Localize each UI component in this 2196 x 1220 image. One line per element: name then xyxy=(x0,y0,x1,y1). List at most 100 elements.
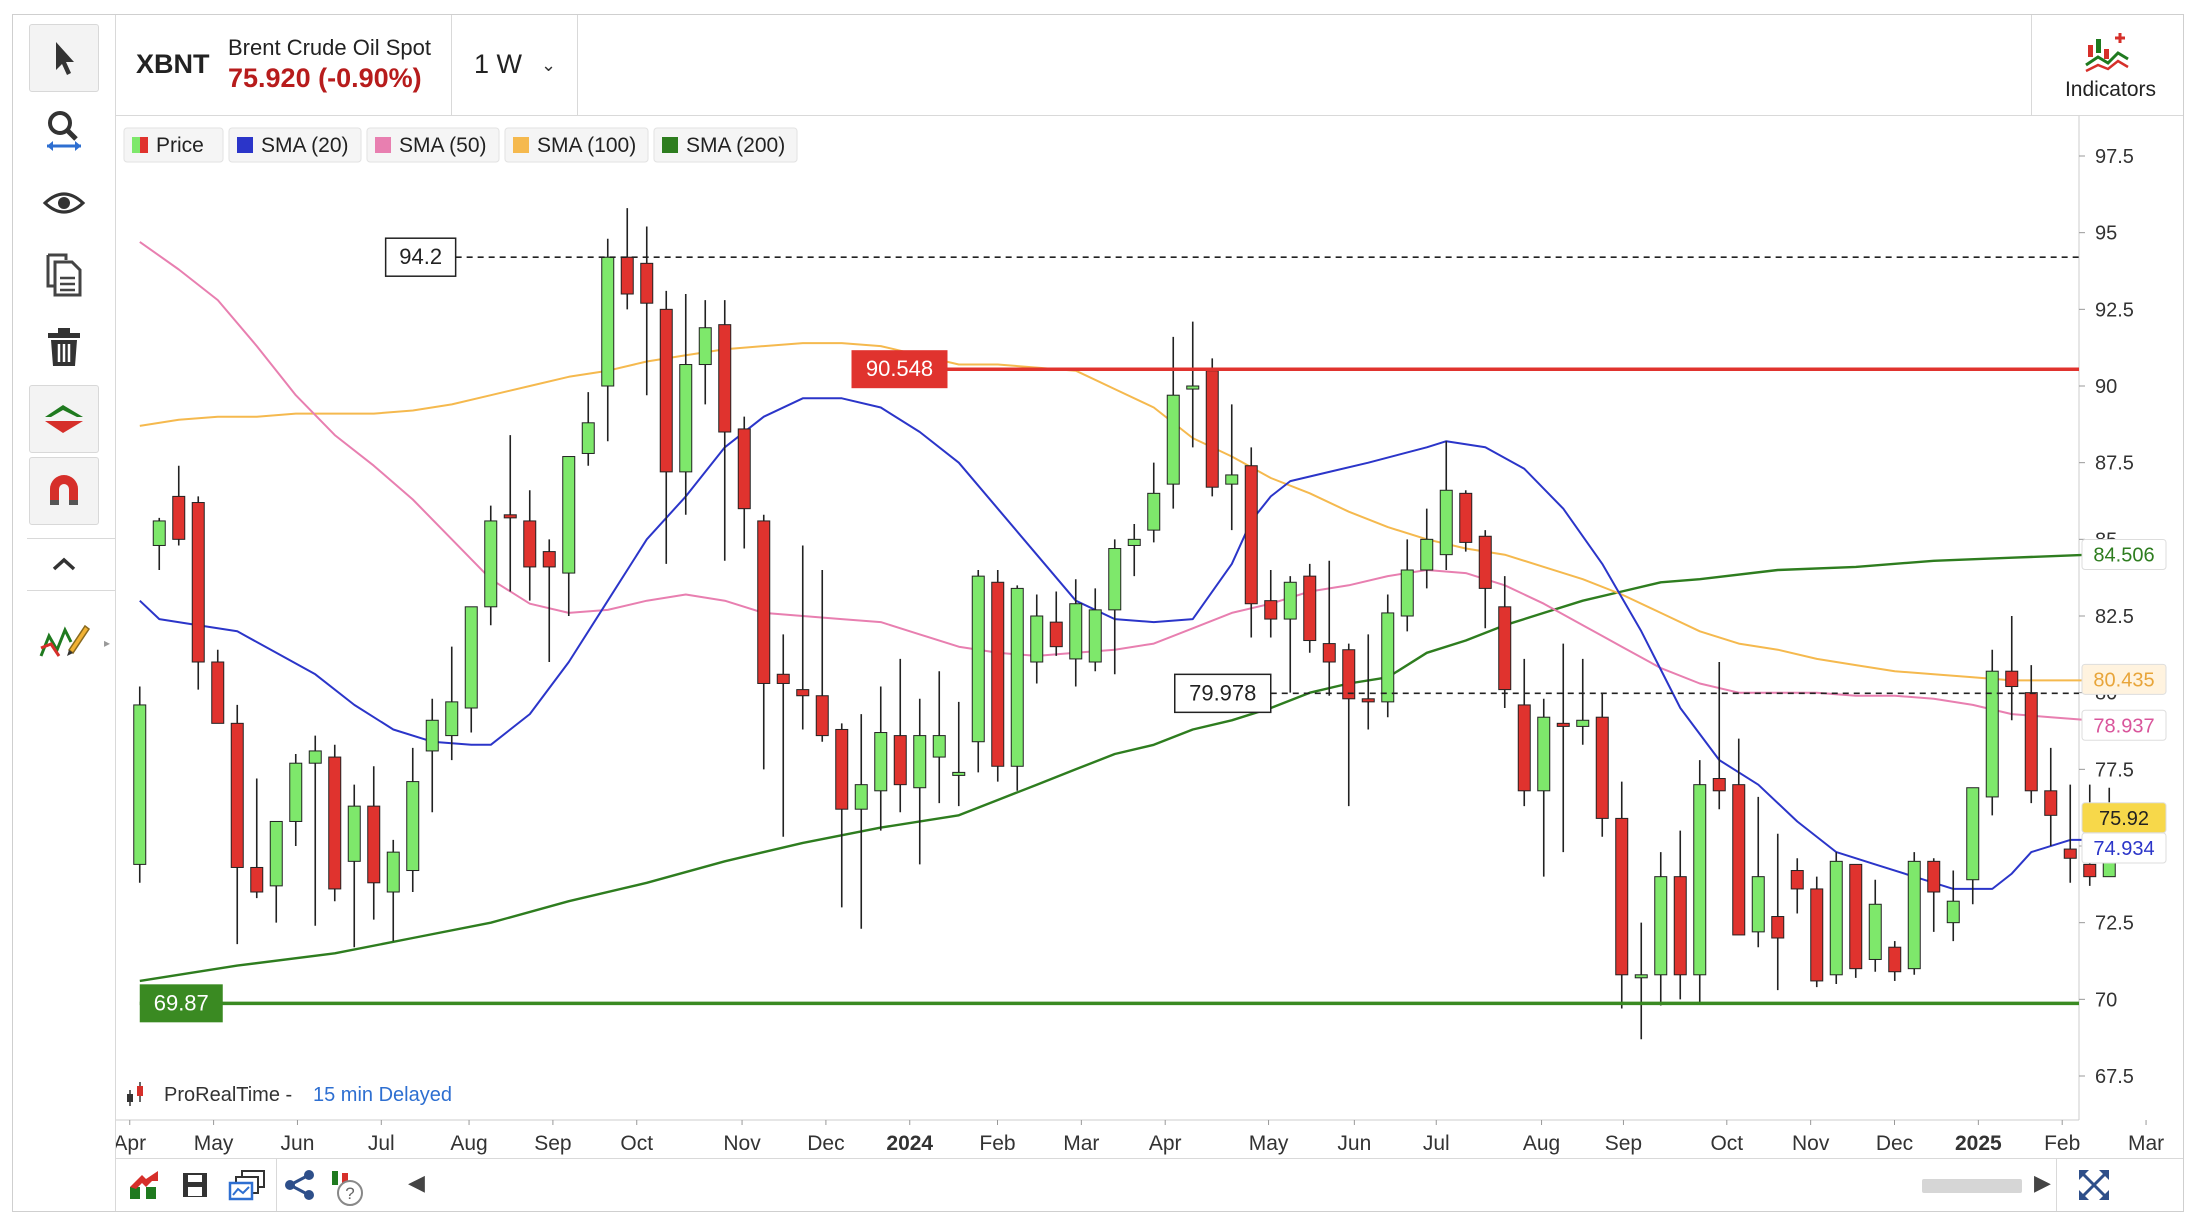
candle[interactable] xyxy=(659,290,673,564)
candle[interactable] xyxy=(2044,747,2058,846)
candle[interactable] xyxy=(1381,594,1395,718)
save-icon[interactable] xyxy=(180,1169,210,1201)
candle[interactable] xyxy=(250,778,264,899)
candle[interactable] xyxy=(1459,490,1473,552)
candle[interactable] xyxy=(1322,560,1336,696)
data-delay-link[interactable]: 15 min Delayed xyxy=(313,1084,452,1106)
candle[interactable] xyxy=(1751,796,1765,948)
candle[interactable] xyxy=(1810,876,1824,988)
candle[interactable] xyxy=(133,686,147,883)
candle[interactable] xyxy=(289,754,303,846)
scroll-track[interactable] xyxy=(436,1179,2026,1193)
candle[interactable] xyxy=(347,784,361,948)
scroll-right-icon[interactable]: ▶ xyxy=(2034,1170,2051,1195)
level-label[interactable]: 94.2 xyxy=(384,237,457,277)
drawing-mode-tool-button[interactable] xyxy=(29,385,99,453)
candle[interactable] xyxy=(1166,336,1180,509)
candle[interactable] xyxy=(718,300,732,561)
candle[interactable] xyxy=(1556,643,1570,853)
candle[interactable] xyxy=(2024,665,2038,804)
candle[interactable] xyxy=(854,714,868,929)
candle[interactable] xyxy=(191,496,205,690)
candle[interactable] xyxy=(1225,404,1239,531)
layouts-icon[interactable] xyxy=(228,1169,268,1203)
candle[interactable] xyxy=(913,698,927,865)
candle[interactable] xyxy=(796,545,810,730)
candle[interactable] xyxy=(152,517,166,570)
candle[interactable] xyxy=(1400,539,1414,632)
candle[interactable] xyxy=(1420,508,1434,589)
candle[interactable] xyxy=(1966,787,1980,905)
candle[interactable] xyxy=(620,208,634,310)
candle[interactable] xyxy=(698,300,712,405)
legend-item-sma50[interactable]: SMA (50) xyxy=(366,127,500,163)
candle[interactable] xyxy=(1985,649,1999,816)
share-icon[interactable] xyxy=(284,1169,316,1201)
candle[interactable] xyxy=(835,723,849,908)
candle[interactable] xyxy=(2005,616,2019,721)
candle[interactable] xyxy=(445,646,459,761)
legend-item-price[interactable]: Price xyxy=(123,127,224,163)
candle[interactable] xyxy=(328,744,342,902)
candle[interactable] xyxy=(1712,662,1726,810)
candle[interactable] xyxy=(1868,879,1882,972)
help-icon[interactable]: ? xyxy=(326,1169,364,1207)
candle[interactable] xyxy=(1888,941,1902,981)
candle[interactable] xyxy=(1576,658,1590,745)
candle[interactable] xyxy=(367,766,381,920)
candle[interactable] xyxy=(601,238,615,442)
candle[interactable] xyxy=(1517,658,1531,807)
candle[interactable] xyxy=(1907,852,1921,975)
candle[interactable] xyxy=(1283,576,1297,693)
legend-item-sma100[interactable]: SMA (100) xyxy=(504,127,649,163)
candle[interactable] xyxy=(1108,539,1122,675)
candle[interactable] xyxy=(2063,784,2077,883)
candle[interactable] xyxy=(1927,858,1941,932)
pencil-tool-button[interactable]: ▸ xyxy=(29,605,110,673)
chart-trade-icon[interactable] xyxy=(126,1169,162,1203)
candle[interactable] xyxy=(952,701,966,807)
candle[interactable] xyxy=(542,539,556,662)
candle[interactable] xyxy=(815,570,829,742)
candle[interactable] xyxy=(1010,585,1024,791)
candle[interactable] xyxy=(1303,563,1317,653)
candle[interactable] xyxy=(172,465,186,546)
candle[interactable] xyxy=(1693,760,1707,1003)
candle[interactable] xyxy=(308,735,322,926)
candle[interactable] xyxy=(1088,588,1102,672)
candle[interactable] xyxy=(1205,358,1219,497)
candle[interactable] xyxy=(1595,692,1609,837)
candle[interactable] xyxy=(1478,530,1492,629)
candle[interactable] xyxy=(1790,858,1804,914)
cursor-tool-button[interactable] xyxy=(29,24,99,92)
candle[interactable] xyxy=(893,658,907,813)
candle[interactable] xyxy=(932,671,946,804)
fullscreen-icon[interactable] xyxy=(2076,1167,2112,1203)
candle[interactable] xyxy=(1654,852,1668,1006)
candle[interactable] xyxy=(971,570,985,773)
candle[interactable] xyxy=(679,294,693,515)
candle[interactable] xyxy=(562,456,576,616)
candle[interactable] xyxy=(757,514,771,770)
candle[interactable] xyxy=(1127,524,1141,577)
candle[interactable] xyxy=(1498,576,1512,708)
candle[interactable] xyxy=(1147,462,1161,543)
candle[interactable] xyxy=(737,416,751,549)
delete-tool-button[interactable] xyxy=(29,313,99,381)
level-label[interactable]: 79.978 xyxy=(1174,673,1272,714)
candle[interactable] xyxy=(1673,830,1687,1000)
candle[interactable] xyxy=(874,686,888,831)
candle[interactable] xyxy=(1186,321,1200,448)
candle[interactable] xyxy=(991,570,1005,782)
candle[interactable] xyxy=(1030,594,1044,684)
level-label[interactable]: 69.87 xyxy=(139,984,223,1023)
candle[interactable] xyxy=(230,704,244,945)
candle[interactable] xyxy=(503,435,517,592)
candle[interactable] xyxy=(1361,634,1375,730)
legend-item-sma20[interactable]: SMA (20) xyxy=(228,127,362,163)
candle[interactable] xyxy=(1771,833,1785,991)
candle[interactable] xyxy=(425,698,439,813)
visibility-tool-button[interactable] xyxy=(29,169,99,237)
indicators-button[interactable]: Indicators xyxy=(2032,15,2182,115)
period-select[interactable]: 1 W xyxy=(474,49,523,79)
